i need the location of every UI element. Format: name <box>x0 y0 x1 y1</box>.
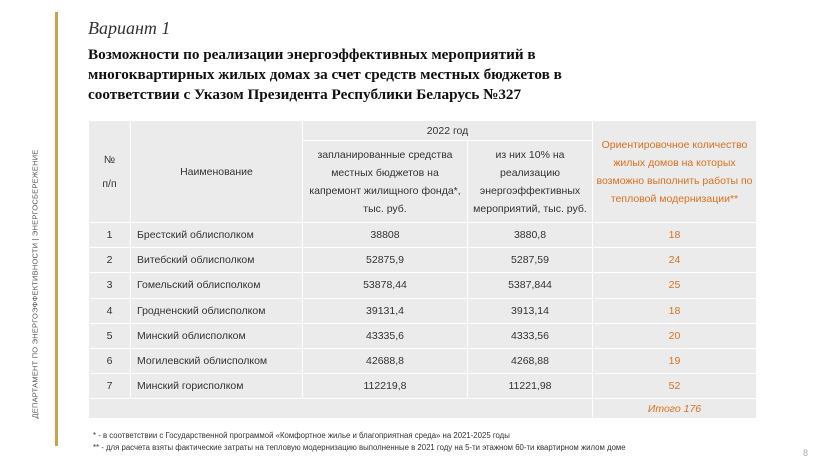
row-houses-cell: 18 <box>592 297 757 324</box>
row-planned-cell: 39131,4 <box>302 297 468 324</box>
footnotes: * - в соответствии с Государственной про… <box>93 430 626 454</box>
table-row: 4 Гродненский облисполком 39131,4 3913,14 18 <box>88 297 757 324</box>
row-num-cell: 4 <box>88 297 131 324</box>
row-name-cell: Минский горисполком <box>130 373 303 400</box>
budget-table: № п/п Наименование 2022 год Ориентировоч… <box>88 120 757 420</box>
table-row: 6 Могилевский облисполком 42688,8 4268,88 19 <box>88 347 757 375</box>
row-ten-percent-cell: 3913,14 <box>467 297 593 324</box>
row-houses-cell: 52 <box>592 373 757 400</box>
row-num-cell: 7 <box>88 373 131 400</box>
slide-title-line-1: Возможности по реализации энергоэффектив… <box>88 46 536 63</box>
row-name-cell: Гомельский облисполком <box>130 272 303 299</box>
table-row: 7 Минский горисполком 112219,8 11221,98 52 <box>88 373 757 400</box>
row-num-cell: 2 <box>88 247 131 274</box>
row-num-cell: 5 <box>88 322 131 349</box>
row-houses-cell: 20 <box>592 322 757 349</box>
header-ten-percent: из них 10% на реализацию энергоэффективн… <box>467 140 593 223</box>
row-ten-percent-cell: 5387,844 <box>467 272 593 299</box>
row-planned-cell: 53878,44 <box>302 272 468 299</box>
row-num-cell: 3 <box>88 272 131 299</box>
table-body: 1 Брестский облисполком 38808 3880,8 18 2 Вите… <box>88 221 757 400</box>
row-houses-cell: 18 <box>592 221 757 249</box>
department-side-label: ДЕПАРТАМЕНТ ПО ЭНЕРГОЭФФЕКТИВНОСТИ | ЭНЕ… <box>30 149 40 418</box>
row-ten-percent-cell: 3880,8 <box>467 221 593 249</box>
row-name-cell: Минский облисполком <box>130 322 303 349</box>
header-name: Наименование <box>130 120 303 223</box>
total-cell: Итого 176 <box>592 398 757 420</box>
slide-title-line-2: многоквартирных жилых домах за счет сред… <box>88 66 562 83</box>
row-name-cell: Могилевский облисполком <box>130 347 303 375</box>
department-side-label-text: ДЕПАРТАМЕНТ ПО ЭНЕРГОЭФФЕКТИВНОСТИ | ЭНЕ… <box>30 149 40 419</box>
row-planned-cell: 42688,8 <box>302 347 468 375</box>
slide-title-line-3: соответствии с Указом Президента Республ… <box>88 86 522 103</box>
header-year: 2022 год <box>302 120 593 141</box>
row-num-cell: 1 <box>88 221 131 249</box>
row-houses-cell: 25 <box>592 272 757 299</box>
row-planned-cell: 38808 <box>302 221 468 249</box>
row-name-cell: Гродненский облисполком <box>130 297 303 324</box>
accent-bar <box>55 12 58 446</box>
row-planned-cell: 112219,8 <box>302 373 468 400</box>
table-row: 2 Витебский облисполком 52875,9 5287,59 24 <box>88 247 757 274</box>
header-planned: запланированные средства местных бюджето… <box>302 140 468 223</box>
header-num: № п/п <box>88 120 131 223</box>
row-houses-cell: 19 <box>592 347 757 375</box>
slide-title: Возможности по реализации энергоэффектив… <box>88 45 648 105</box>
row-name-cell: Брестский облисполком <box>130 221 303 249</box>
table-row: 3 Гомельский облисполком 53878,44 5387,844 2… <box>88 272 757 299</box>
footnote-1: * - в соответствии с Государственной про… <box>93 431 510 440</box>
row-houses-cell: 24 <box>592 247 757 274</box>
table-row: 5 Минский облисполком 43335,6 4333,56 20 <box>88 322 757 349</box>
row-ten-percent-cell: 11221,98 <box>467 373 593 400</box>
page-number: 8 <box>802 448 808 458</box>
row-ten-percent-cell: 4268,88 <box>467 347 593 375</box>
row-name-cell: Витебский облисполком <box>130 247 303 274</box>
footnote-2: ** - для расчета взяты фактические затра… <box>93 443 626 452</box>
row-ten-percent-cell: 5287,59 <box>467 247 593 274</box>
header-num-text: № п/п <box>102 153 117 190</box>
total-spacer <box>88 398 593 420</box>
table-row: 1 Брестский облисполком 38808 3880,8 18 <box>88 221 757 249</box>
variant-label: Вариант 1 <box>88 18 171 38</box>
header-estimate: Ориентировочное количество жилых домов н… <box>592 120 757 223</box>
row-planned-cell: 43335,6 <box>302 322 468 349</box>
row-num-cell: 6 <box>88 347 131 375</box>
row-ten-percent-cell: 4333,56 <box>467 322 593 349</box>
row-planned-cell: 52875,9 <box>302 247 468 274</box>
